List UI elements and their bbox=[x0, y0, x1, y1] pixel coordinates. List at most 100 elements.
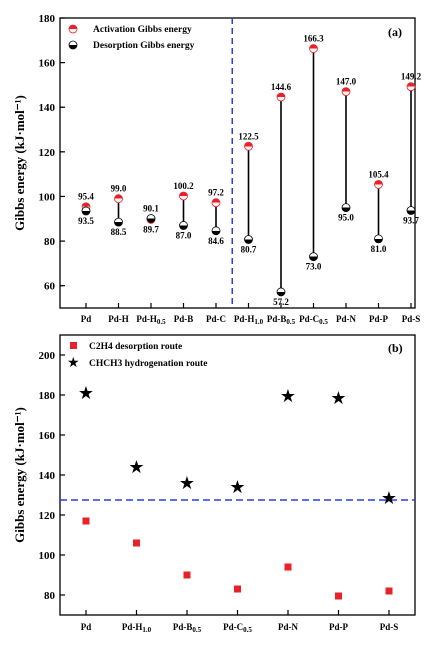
legend-chch3-marker: ★ bbox=[67, 355, 80, 371]
panel-a-x-categories: Pd Pd-H Pd-H0.5 Pd-B Pd-C Pd-H1.0 Pd-B0.5 Pd-C0… bbox=[81, 303, 421, 326]
panel-a-y-ticks: 60 80 100 120 140 160 180 bbox=[39, 13, 65, 293]
a-activation-value: 166.3 bbox=[303, 34, 324, 44]
panel-a-label: (a) bbox=[388, 25, 402, 39]
b-chch3-point: ★ bbox=[179, 473, 195, 494]
b-ytick-label: 80 bbox=[44, 590, 56, 602]
panel-b-marks: ★ ★ ★ ★ ★ ★ ★ bbox=[60, 383, 415, 600]
a-desorption-point bbox=[341, 203, 351, 213]
panel-b-legend: C2H4 desorption route ★ CHCH3 hydrogenat… bbox=[67, 342, 207, 371]
a-desorption-point bbox=[244, 235, 253, 244]
a-desorption-point bbox=[406, 206, 416, 215]
a-desorption-value: 88.5 bbox=[111, 227, 127, 237]
a-desorption-value: 93.5 bbox=[78, 216, 94, 226]
panel-a-ylabel: Gibbs energy (kJ·mol⁻¹) bbox=[12, 95, 27, 231]
a-activation-value: 100.2 bbox=[173, 181, 194, 191]
a-desorption-value: 87.0 bbox=[176, 230, 192, 240]
a-activation-point bbox=[341, 87, 351, 97]
a-category-label: Pd-C0.5 bbox=[299, 314, 328, 326]
panel-b: 80 100 120 140 160 180 200 Pd Pd-H1.0 Pd-B0.5 Pd-… bbox=[12, 334, 416, 634]
a-category-label: Pd-N bbox=[336, 314, 357, 324]
b-c2h4-point bbox=[284, 563, 292, 571]
a-activation-value: 122.5 bbox=[238, 131, 259, 141]
a-activation-point bbox=[309, 44, 318, 53]
a-category-label: Pd-S bbox=[402, 314, 421, 324]
b-c2h4-point bbox=[234, 585, 241, 593]
b-category-label: Pd-C0.5 bbox=[223, 622, 252, 634]
a-activation-point bbox=[276, 92, 286, 102]
b-category-label: Pd-N bbox=[278, 622, 299, 632]
a-ytick-label: 120 bbox=[39, 147, 56, 159]
a-desorption-value: 81.0 bbox=[371, 244, 387, 254]
a-category-label: Pd-B bbox=[174, 314, 194, 324]
a-desorption-point bbox=[211, 226, 221, 236]
a-desorption-value: 57.2 bbox=[273, 297, 289, 307]
a-desorption-value: 90.1 bbox=[143, 204, 159, 214]
a-activation-point bbox=[114, 194, 123, 204]
a-desorption-value: 84.6 bbox=[208, 236, 224, 246]
b-ytick-label: 140 bbox=[39, 470, 56, 482]
panel-b-x-categories: Pd Pd-H1.0 Pd-B0.5 Pd-C0.5 Pd-N Pd-P Pd-S bbox=[81, 610, 399, 634]
b-c2h4-point bbox=[133, 539, 140, 547]
b-chch3-point: ★ bbox=[280, 386, 296, 407]
panel-b-ylabel: Gibbs energy (kJ·mol⁻¹) bbox=[12, 407, 27, 543]
b-ytick-label: 180 bbox=[39, 390, 56, 402]
b-chch3-point: ★ bbox=[78, 383, 94, 404]
a-category-label: Pd bbox=[81, 314, 92, 324]
a-desorption-value: 80.7 bbox=[241, 245, 257, 255]
panel-b-frame bbox=[59, 334, 416, 616]
legend-c2h4-label: C2H4 desorption route bbox=[89, 342, 182, 352]
b-c2h4-point bbox=[183, 571, 191, 579]
legend-c2h4-marker bbox=[70, 342, 77, 349]
legend-desorption-marker bbox=[68, 40, 78, 50]
a-activation-value: 89.7 bbox=[143, 224, 159, 234]
a-ytick-label: 100 bbox=[39, 191, 56, 203]
a-activation-value: 147.0 bbox=[336, 77, 357, 87]
a-desorption-point bbox=[374, 234, 383, 244]
b-c2h4-point bbox=[385, 587, 393, 595]
a-activation-value: 105.4 bbox=[368, 169, 389, 179]
legend-chch3-label: CHCH3 hydrogenation route bbox=[89, 359, 207, 369]
b-c2h4-point bbox=[335, 592, 342, 600]
a-category-label: Pd-P bbox=[369, 314, 389, 324]
a-activation-point bbox=[374, 180, 383, 189]
b-ytick-label: 160 bbox=[39, 430, 56, 442]
b-ytick-label: 200 bbox=[39, 350, 56, 362]
b-c2h4-point bbox=[82, 517, 90, 525]
b-category-label: Pd-H1.0 bbox=[122, 622, 152, 634]
panel-a-value-labels: 95.4 93.5 99.0 88.5 89.7 90.1 100.2 87.0 97.2 84.… bbox=[78, 34, 422, 307]
a-desorption-value: 93.7 bbox=[403, 216, 419, 226]
a-activation-value: 99.0 bbox=[111, 184, 127, 194]
a-activation-point bbox=[406, 82, 416, 92]
a-category-label: Pd-H bbox=[108, 314, 129, 324]
a-activation-point bbox=[211, 198, 221, 208]
panel-a-frame bbox=[59, 17, 416, 309]
b-chch3-point: ★ bbox=[330, 388, 346, 409]
a-ytick-label: 180 bbox=[39, 13, 56, 25]
b-chch3-point: ★ bbox=[128, 457, 144, 478]
a-desorption-point bbox=[179, 221, 188, 230]
a-category-label: Pd-B0.5 bbox=[267, 314, 296, 326]
legend-desorption-label: Desorption Gibbs energy bbox=[93, 41, 195, 51]
a-activation-value: 95.4 bbox=[78, 192, 94, 202]
a-category-label: Pd-H0.5 bbox=[136, 314, 166, 326]
b-category-label: Pd-B0.5 bbox=[173, 622, 202, 634]
b-chch3-point: ★ bbox=[229, 477, 245, 498]
b-category-label: Pd-S bbox=[380, 622, 399, 632]
a-desorption-value: 95.0 bbox=[338, 213, 354, 223]
b-category-label: Pd bbox=[81, 622, 92, 632]
a-ytick-label: 60 bbox=[44, 281, 56, 293]
a-ytick-label: 140 bbox=[39, 102, 56, 114]
panel-a-marks bbox=[81, 18, 416, 308]
a-activation-value: 149.2 bbox=[401, 72, 422, 82]
panel-b-y-ticks: 80 100 120 140 160 180 200 bbox=[39, 350, 65, 602]
panel-a: 60 80 100 120 140 160 180 Pd Pd-H Pd-H0.5 Pd-B Pd-… bbox=[12, 13, 422, 326]
a-desorption-value: 73.0 bbox=[306, 262, 322, 272]
b-chch3-point: ★ bbox=[381, 488, 397, 509]
a-ytick-label: 80 bbox=[44, 236, 56, 248]
a-desorption-point bbox=[146, 214, 156, 223]
a-desorption-point bbox=[276, 287, 286, 297]
a-ytick-label: 160 bbox=[39, 58, 56, 70]
a-category-label: Pd-H1.0 bbox=[234, 314, 264, 326]
panel-a-legend: Activation Gibbs energy Desorption Gibbs… bbox=[68, 24, 195, 51]
